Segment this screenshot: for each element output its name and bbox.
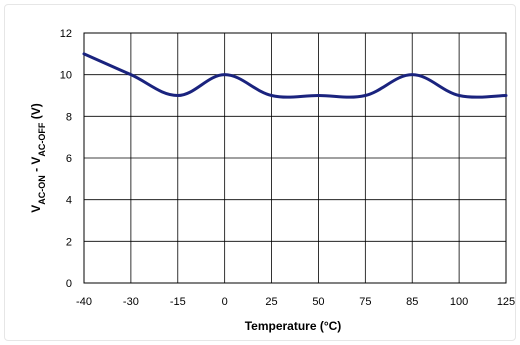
y-tick-label: 10 [60, 70, 72, 82]
y-axis-label: VAC-ON - VAC-OFF (V) [29, 103, 47, 213]
x-tick-label: 75 [359, 296, 371, 308]
y-tick-label: 8 [66, 111, 72, 123]
x-tick-label: 25 [265, 296, 277, 308]
x-tick-label: -40 [76, 296, 92, 308]
plot-border [83, 32, 507, 284]
series-layer [82, 52, 508, 99]
y-tick-label: 0 [66, 278, 72, 290]
grid-lines [83, 32, 507, 284]
y-label-v2: V [29, 157, 43, 165]
y-label-sub2: AC-OFF [37, 122, 47, 156]
axes [83, 32, 507, 284]
y-label-v1: V [29, 205, 43, 213]
chart-frame [4, 4, 516, 341]
series-line [82, 52, 508, 99]
y-tick-label: 2 [66, 236, 72, 248]
x-tick-label: 125 [497, 296, 515, 308]
y-label-sep: - [29, 165, 43, 176]
tick-labels: 0 2 4 6 8 10 12 -40 -30 -15 0 25 50 75 85 100 125 [60, 28, 515, 308]
x-tick-label: 100 [450, 296, 468, 308]
x-tick-label: 50 [312, 296, 324, 308]
y-tick-label: 12 [60, 28, 72, 40]
y-label-sub1: AC-ON [37, 175, 47, 205]
x-axis-label: Temperature (°C) [245, 319, 342, 333]
y-tick-label: 6 [66, 153, 72, 165]
y-label-unit: (V) [29, 103, 43, 122]
x-tick-label: -30 [123, 296, 139, 308]
y-tick-label: 4 [66, 195, 72, 207]
x-tick-label: 85 [406, 296, 418, 308]
x-tick-label: -15 [170, 296, 186, 308]
x-tick-label: 0 [222, 296, 228, 308]
